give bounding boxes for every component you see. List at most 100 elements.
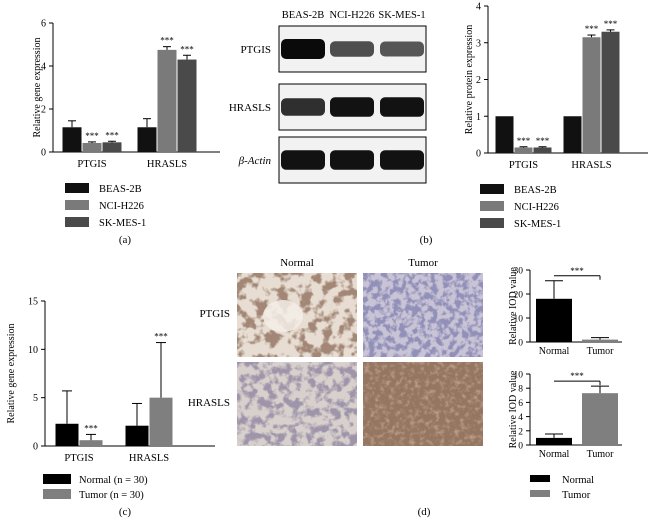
legend-swatch xyxy=(65,217,89,227)
y-tick-label: 5 xyxy=(33,393,38,404)
legend-label: Tumor (n = 30) xyxy=(79,490,144,501)
panel-label-c: (c) xyxy=(119,506,132,518)
bar xyxy=(82,142,102,152)
y-tick-label: 0 xyxy=(476,149,481,160)
chart-a: 0 2 4 6 Relative gene expression *** *** PTGIS *… xyxy=(32,19,220,229)
bar xyxy=(102,142,122,152)
legend-label: NCI-H226 xyxy=(99,201,144,212)
y-tick-label: 4 xyxy=(518,413,523,423)
legend-swatch xyxy=(43,489,71,499)
bar xyxy=(582,393,618,445)
ihc-lumen xyxy=(263,300,303,332)
blot-band xyxy=(380,41,424,57)
legend-swatch xyxy=(65,200,89,210)
x-tick-label: HRASLS xyxy=(129,453,169,464)
y-axis-label: Relative IOD value xyxy=(508,370,519,448)
blot-band xyxy=(281,39,325,59)
y-tick-label: 0 xyxy=(518,442,523,452)
legend-swatch xyxy=(530,475,550,482)
y-tick-label: 0 xyxy=(518,339,523,349)
blot-row-label: PTGIS xyxy=(240,44,271,56)
bar xyxy=(563,116,582,153)
y-tick-label: 8 xyxy=(518,385,523,395)
blot-column-label: BEAS-2B xyxy=(282,10,325,21)
ihc-image-texture xyxy=(363,273,483,357)
x-tick-label: Normal xyxy=(539,449,570,460)
ihc-column-label: Tumor xyxy=(408,257,438,269)
panel-label-b: (b) xyxy=(420,234,433,246)
blot-row-label: HRASLS xyxy=(229,102,271,114)
bar xyxy=(125,425,149,446)
x-tick-label: PTGIS xyxy=(64,453,93,464)
legend-label: SK-MES-1 xyxy=(99,218,146,229)
y-axis-label: Relative gene expression xyxy=(32,38,43,138)
blot-band xyxy=(330,150,374,170)
y-axis-label: Relative IOD value xyxy=(508,267,519,345)
bar xyxy=(601,31,620,154)
y-tick-label: 2 xyxy=(476,75,481,86)
bar xyxy=(514,147,533,153)
bar xyxy=(157,49,177,152)
chart-b: 0 1 2 3 4 Relative protein expression *** *** PT… xyxy=(464,2,648,230)
significance-label: *** xyxy=(517,136,531,146)
blot-row-label: β-Actin xyxy=(238,155,272,167)
charts-layer: 0 2 4 6 Relative gene expression *** *** PTGIS *… xyxy=(6,2,648,501)
y-tick-label: 4 xyxy=(476,2,481,13)
y-tick-label: 0 xyxy=(33,442,38,453)
bar xyxy=(536,437,572,445)
ihc-column-label: Normal xyxy=(280,257,314,269)
significance-label: *** xyxy=(536,136,550,146)
y-tick-label: 10 xyxy=(514,371,524,381)
chart-c: 0 5 10 15 Relative gene expression *** PTGIS **… xyxy=(6,297,215,501)
x-tick-label: HRASLS xyxy=(571,160,611,171)
bar xyxy=(582,37,601,153)
y-axis-label: Relative gene expression xyxy=(6,324,17,424)
x-tick-label: Tumor xyxy=(587,449,615,460)
ihc-image-texture xyxy=(363,362,483,446)
blot-band xyxy=(380,97,424,117)
x-tick-label: HRASLS xyxy=(147,159,187,170)
legend-label: Normal (n = 30) xyxy=(79,475,148,486)
blot-column-label: NCI-H226 xyxy=(330,10,375,21)
panel-labels: (a) (b) (c) (d) xyxy=(119,234,433,518)
y-tick-label: 1 xyxy=(476,112,481,123)
y-tick-label: 6 xyxy=(518,399,523,409)
y-tick-label: 6 xyxy=(41,19,46,30)
bar xyxy=(495,116,514,153)
legend-label: SK-MES-1 xyxy=(514,219,561,230)
y-tick-label: 10 xyxy=(28,345,38,356)
y-axis-label: Relative protein expression xyxy=(464,25,475,134)
ihc-image-texture xyxy=(237,362,357,446)
bar xyxy=(533,147,552,153)
legend-label: Tumor xyxy=(562,490,591,501)
x-tick-label: Tumor xyxy=(587,346,615,357)
bar xyxy=(536,298,572,342)
bar xyxy=(137,127,157,152)
significance-label: *** xyxy=(585,24,599,34)
legend-swatch xyxy=(480,218,504,228)
significance-label: *** xyxy=(84,423,98,433)
blot-band xyxy=(330,97,374,117)
legend-label: BEAS-2B xyxy=(514,185,557,196)
ihc-row-label: PTGIS xyxy=(199,308,230,320)
panel-label-a: (a) xyxy=(119,234,132,246)
significance-label: *** xyxy=(604,19,618,29)
significance-label: *** xyxy=(160,36,174,46)
legend-swatch xyxy=(480,184,504,194)
significance-label: *** xyxy=(85,131,99,141)
y-tick-label: 4 xyxy=(41,62,46,73)
significance-label: *** xyxy=(570,266,584,276)
significance-label: *** xyxy=(105,130,119,140)
significance-label: *** xyxy=(180,44,194,54)
legend-swatch xyxy=(65,183,89,193)
blot-column-label: SK-MES-1 xyxy=(378,10,425,21)
legend-label: NCI-H226 xyxy=(514,202,559,213)
y-tick-label: 0 xyxy=(41,148,46,159)
bar xyxy=(582,339,618,342)
blot-band xyxy=(281,150,325,170)
bar xyxy=(79,440,103,446)
bar xyxy=(149,397,173,446)
legend-swatch xyxy=(480,201,504,211)
x-tick-label: PTGIS xyxy=(77,159,106,170)
